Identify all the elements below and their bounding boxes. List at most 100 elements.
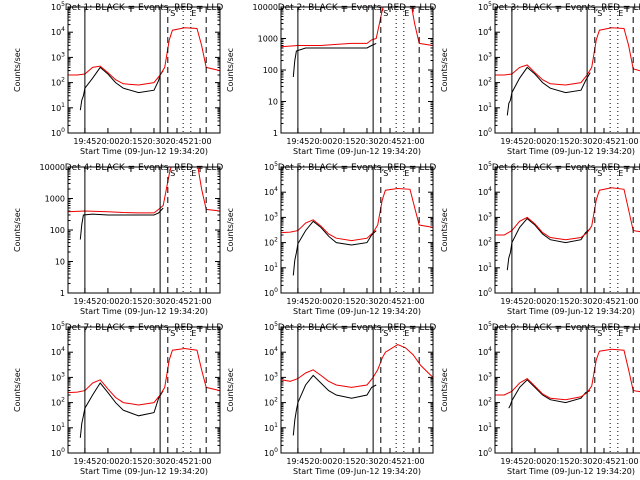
x-axis-label: Start Time (09-Jun-12 19:34:20)	[293, 467, 421, 476]
y-tick-label: 101	[478, 102, 492, 113]
y-tick-label: 105	[264, 161, 278, 172]
x-tick-label: 19:45	[286, 137, 309, 146]
interval-marker-label: E	[191, 9, 196, 18]
plot-frame	[280, 326, 434, 454]
x-tick-label: 20:30	[142, 297, 165, 306]
y-tick-label: 100	[478, 447, 492, 458]
y-tick-label: 100	[264, 287, 278, 298]
x-tick-label: 21:00	[189, 297, 212, 306]
y-tick-label: 102	[478, 397, 492, 408]
x-tick-label: 20:15	[119, 297, 142, 306]
detector-panel-7: Det 7: BLACK = Events, RED = LLD Counts/s…	[13, 321, 223, 476]
x-axis-label: Start Time (09-Jun-12 19:34:20)	[80, 147, 208, 156]
interval-marker-label: E	[618, 9, 623, 18]
lld-series-line	[495, 348, 640, 401]
x-tick-label: 20:15	[119, 137, 142, 146]
x-tick-label: 20:45	[592, 137, 615, 146]
y-axis-label: Counts/sec	[226, 208, 235, 252]
events-series-line	[506, 66, 591, 116]
y-tick-label: 103	[478, 211, 492, 222]
y-tick-label: 101	[51, 102, 65, 113]
y-tick-label: 10	[268, 98, 278, 107]
y-axis-label: Counts/sec	[440, 208, 449, 252]
y-axis-label: Counts/sec	[440, 368, 449, 412]
panel-title: Det 2: BLACK = Events, RED = LLD	[278, 3, 437, 13]
y-tick-label: 105	[51, 1, 65, 12]
x-tick-label: 20:45	[378, 457, 401, 466]
events-series-line	[506, 217, 591, 271]
y-axis-label: Counts/sec	[13, 208, 22, 252]
y-tick-label: 100	[478, 127, 492, 138]
y-axis-label: Counts/sec	[13, 48, 22, 92]
x-axis-label: Start Time (09-Jun-12 19:34:20)	[80, 467, 208, 476]
y-tick-label: 105	[478, 1, 492, 12]
interval-marker-label: E	[191, 329, 196, 338]
x-tick-label: 21:00	[189, 457, 212, 466]
x-tick-label: 20:00	[523, 137, 546, 146]
plot-frame	[280, 6, 434, 134]
series-group	[281, 187, 433, 276]
y-tick-label: 104	[478, 346, 492, 357]
y-tick-label: 103	[264, 371, 278, 382]
y-tick-label: 104	[264, 346, 278, 357]
events-series-line	[79, 207, 164, 240]
x-tick-label: 20:15	[119, 457, 142, 466]
x-tick-label: 20:30	[569, 457, 592, 466]
y-tick-label: 105	[264, 321, 278, 332]
y-tick-label: 103	[478, 371, 492, 382]
plot-frame	[67, 326, 221, 454]
y-tick-label: 10	[55, 258, 65, 267]
series-group	[281, 344, 433, 436]
events-series-line	[292, 374, 377, 436]
x-tick-label: 19:45	[500, 457, 523, 466]
x-tick-label: 21:00	[616, 457, 639, 466]
x-tick-label: 20:15	[332, 457, 355, 466]
interval-marker-label: S	[597, 9, 602, 18]
x-tick-label: 21:00	[402, 297, 425, 306]
events-series-line	[292, 42, 377, 78]
y-tick-label: 1000	[258, 35, 278, 44]
x-tick-label: 20:30	[142, 457, 165, 466]
y-tick-label: 102	[264, 237, 278, 248]
lld-series-line	[281, 187, 433, 242]
y-tick-label: 102	[478, 77, 492, 88]
y-tick-label: 101	[478, 422, 492, 433]
x-tick-label: 20:00	[309, 137, 332, 146]
x-tick-label: 20:30	[569, 297, 592, 306]
series-group	[68, 347, 220, 438]
series-group	[68, 27, 220, 111]
detector-panel-4: Det 4: BLACK = Events, RED = LLD Counts/s…	[13, 163, 223, 316]
y-tick-label: 104	[478, 186, 492, 197]
interval-marker-label: S	[383, 9, 388, 18]
series-group	[495, 187, 640, 271]
y-tick-label: 103	[264, 211, 278, 222]
events-series-line	[292, 220, 377, 276]
y-axis-label: Counts/sec	[440, 48, 449, 92]
x-tick-label: 19:45	[286, 457, 309, 466]
x-tick-label: 20:00	[309, 457, 332, 466]
x-axis-label: Start Time (09-Jun-12 19:34:20)	[80, 307, 208, 316]
x-tick-label: 20:00	[309, 297, 332, 306]
x-tick-label: 20:30	[355, 137, 378, 146]
y-tick-label: 100	[51, 447, 65, 458]
x-tick-label: 20:45	[165, 457, 188, 466]
x-tick-label: 20:00	[523, 457, 546, 466]
events-series-line	[79, 382, 164, 438]
detector-panel-6: Det 6: BLACK = Events, RED = LLD Counts/s…	[440, 161, 640, 316]
x-axis-label: Start Time (09-Jun-12 19:34:20)	[507, 147, 635, 156]
interval-marker-label: E	[404, 169, 409, 178]
x-axis-label: Start Time (09-Jun-12 19:34:20)	[507, 307, 635, 316]
x-tick-label: 20:45	[592, 297, 615, 306]
y-axis-label: Counts/sec	[226, 48, 235, 92]
detector-panel-8: Det 8: BLACK = Events, RED = LLD Counts/s…	[226, 321, 436, 476]
plot-frame	[494, 6, 640, 134]
x-tick-label: 19:45	[286, 297, 309, 306]
y-tick-label: 100	[264, 447, 278, 458]
interval-marker-label: E	[404, 329, 409, 338]
y-tick-label: 103	[51, 51, 65, 62]
y-axis-label: Counts/sec	[226, 368, 235, 412]
panel-title: Det 1: BLACK = Events, RED = LLD	[65, 3, 224, 13]
interval-marker-label: S	[170, 329, 175, 338]
y-tick-label: 105	[51, 321, 65, 332]
x-tick-label: 20:45	[592, 457, 615, 466]
